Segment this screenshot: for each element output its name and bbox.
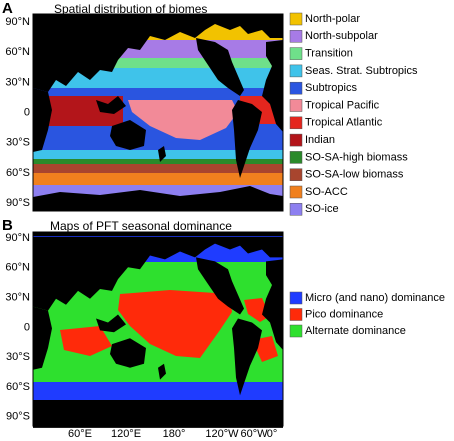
legend-label: Subtropics bbox=[305, 82, 357, 94]
legend-swatch bbox=[289, 203, 303, 216]
lat-label: 0 bbox=[24, 321, 30, 333]
legend-swatch bbox=[289, 324, 303, 338]
legend-label: Tropical Atlantic bbox=[305, 117, 383, 129]
legend-swatch bbox=[289, 185, 303, 199]
lon-label: 120°W bbox=[205, 428, 239, 440]
panel-label: B bbox=[2, 217, 13, 234]
lat-label: 90°N bbox=[5, 16, 30, 28]
legend-swatch bbox=[289, 168, 303, 181]
legend-swatch bbox=[289, 30, 303, 43]
lat-label: 60°N bbox=[5, 46, 30, 58]
lon-label: 0° bbox=[267, 428, 278, 440]
lat-label: 60°N bbox=[5, 262, 30, 274]
lat-label: 30°S bbox=[6, 137, 30, 149]
legend-label: Tropical Pacific bbox=[305, 99, 380, 111]
legend-label: Alternate dominance bbox=[305, 325, 406, 337]
legend-label: SO-SA-low biomass bbox=[305, 169, 404, 181]
lon-label: 60°E bbox=[68, 428, 92, 440]
legend-swatch bbox=[289, 81, 303, 95]
lat-label: 30°S bbox=[6, 351, 30, 363]
legend-swatch bbox=[289, 133, 303, 147]
legend-swatch bbox=[289, 308, 303, 321]
panel-label: A bbox=[2, 0, 13, 17]
legend-label: Seas. Strat. Subtropics bbox=[305, 65, 418, 77]
lon-label: 60°W bbox=[240, 428, 268, 440]
legend-swatch bbox=[289, 116, 303, 130]
legend-label: Pico dominance bbox=[305, 308, 383, 320]
legend-swatch bbox=[289, 291, 303, 305]
legend-label: Micro (and nano) dominance bbox=[305, 292, 445, 304]
lat-label: 0 bbox=[24, 107, 30, 119]
legend-label: North-subpolar bbox=[305, 30, 378, 42]
map-a bbox=[32, 13, 284, 212]
panel-title: Spatial distribution of biomes bbox=[54, 2, 207, 16]
lat-label: 90°S bbox=[6, 197, 30, 209]
legend-label: SO-ice bbox=[305, 203, 339, 215]
lat-label: 90°S bbox=[6, 411, 30, 423]
lat-label: 60°S bbox=[6, 167, 30, 179]
lon-label: 180° bbox=[163, 428, 186, 440]
lon-label: 120°E bbox=[111, 428, 141, 440]
legend-swatch bbox=[289, 47, 303, 60]
legend-label: SO-ACC bbox=[305, 186, 348, 198]
lat-label: 30°N bbox=[5, 76, 30, 88]
legend-swatch bbox=[289, 64, 303, 78]
legend-swatch bbox=[289, 12, 303, 26]
lat-label: 90°N bbox=[5, 232, 30, 244]
legend-label: SO-SA-high biomass bbox=[305, 151, 408, 163]
legend-swatch bbox=[289, 151, 303, 164]
lat-label: 60°S bbox=[6, 381, 30, 393]
panel-title: Maps of PFT seasonal dominance bbox=[50, 219, 232, 233]
legend-label: Transition bbox=[305, 48, 353, 60]
legend-swatch bbox=[289, 99, 303, 112]
legend-label: Indian bbox=[305, 134, 335, 146]
map-b bbox=[32, 231, 284, 428]
lat-label: 30°N bbox=[5, 292, 30, 304]
legend-label: North-polar bbox=[305, 13, 360, 25]
